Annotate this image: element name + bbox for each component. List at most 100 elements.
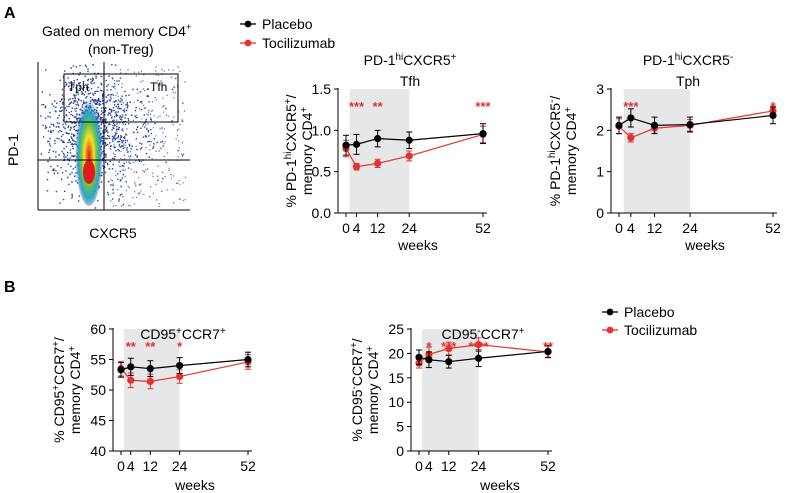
y-axis-label-line1: % CD95-CCR7+/: [349, 338, 365, 441]
data-point: [445, 358, 453, 366]
data-point: [352, 140, 361, 148]
gate-box: [63, 73, 179, 123]
x-tick-label: 0: [342, 220, 350, 236]
data-point: [405, 136, 413, 144]
significance-marker: **: [373, 99, 384, 114]
x-tick-label: 52: [540, 458, 556, 474]
y-tick-label: 1: [596, 164, 604, 180]
x-axis-label: weeks: [397, 237, 438, 253]
data-point: [176, 372, 184, 381]
shaded-treatment-period: [123, 329, 180, 451]
x-tick-label: 52: [475, 220, 491, 236]
significance-marker: ***: [349, 99, 365, 114]
legend-placebo-marker: [244, 20, 252, 28]
y-axis-label-line2: memory CD4+: [67, 346, 83, 434]
data-point: [479, 130, 487, 138]
x-tick-label: 12: [370, 220, 386, 236]
significance-marker: ***: [623, 99, 639, 114]
chart-subtitle: Tph: [676, 73, 700, 89]
significance-marker: ***: [441, 339, 457, 354]
y-axis-label-line1: % PD-1hiCXCR5+/: [283, 94, 299, 207]
gate-label-tfh: Tfh: [150, 80, 167, 94]
chart-title: PD-1hiCXCR5+: [364, 52, 457, 68]
shaded-treatment-period: [623, 89, 691, 213]
y-axis-label-line1: % CD95+CCR7+/: [51, 337, 67, 443]
x-axis-label: weeks: [479, 477, 520, 493]
x-tick-label: 12: [143, 458, 159, 474]
data-point: [374, 159, 382, 167]
y-tick-label: 0.5: [312, 164, 332, 180]
x-axis-label: weeks: [174, 477, 215, 493]
chart-title: CD95+CCR7+: [140, 326, 226, 342]
series-placebo: [415, 345, 552, 369]
data-point: [686, 120, 694, 129]
legend-a-toci: Tocilizumab: [262, 35, 335, 51]
legend-a: Placebo Tocilizumab: [240, 16, 335, 51]
data-point: [544, 347, 552, 356]
y-tick-label: 40: [90, 443, 106, 459]
significance-marker: *: [426, 339, 432, 354]
data-point: [405, 152, 413, 160]
data-point: [127, 376, 135, 384]
flow-ylabel: PD-1: [5, 134, 21, 166]
flow-event-dots: [40, 64, 184, 209]
x-tick-label: 52: [240, 458, 256, 474]
y-tick-label: 10: [388, 394, 404, 410]
data-point: [244, 355, 252, 364]
y-tick-label: 5: [396, 419, 404, 435]
data-point: [117, 366, 125, 374]
x-tick-label: 0: [117, 458, 125, 474]
flow-events: [40, 64, 187, 209]
y-axis-label-line1: % PD-1hiCXCR5-/: [547, 96, 563, 207]
x-tick-label: 24: [471, 458, 487, 474]
y-tick-label: 25: [388, 321, 404, 337]
y-axis-label-line2: memory CD4+: [299, 107, 315, 195]
x-tick-label: 12: [647, 220, 663, 236]
data-point: [425, 356, 433, 364]
y-tick-label: 45: [90, 413, 106, 429]
x-tick-label: 0: [615, 220, 623, 236]
flow-title-line1: Gated on memory CD4+: [42, 22, 191, 39]
gate-label-tph: Tph: [68, 80, 89, 94]
y-tick-label: 0: [396, 443, 404, 459]
y-axis-label-line2: memory CD4+: [365, 346, 381, 434]
data-point: [474, 341, 483, 349]
x-axis-label: weeks: [684, 237, 725, 253]
data-point: [474, 354, 483, 362]
x-tick-label: 4: [353, 220, 361, 236]
chart-title: PD-1hiCXCR5-: [643, 52, 733, 68]
y-tick-label: 1.0: [312, 122, 332, 138]
data-point: [627, 134, 635, 142]
x-tick-label: 4: [425, 458, 433, 474]
x-tick-label: 24: [172, 458, 188, 474]
data-point: [769, 111, 777, 120]
significance-marker: ***: [475, 99, 491, 114]
data-point: [615, 121, 623, 129]
data-point: [445, 344, 453, 353]
x-tick-label: 24: [682, 220, 698, 236]
y-tick-label: 60: [90, 321, 106, 337]
chart-1: 0.0 0.5 1.0 1.5 0 4 12 24 52 weeks % PD-1hiCXCR5+/…: [283, 52, 492, 253]
y-tick-label: 0.0: [312, 205, 332, 221]
data-point: [342, 141, 350, 149]
flow-title-line2: (non-Treg): [88, 41, 154, 57]
significance-marker: **: [145, 339, 156, 354]
y-tick-label: 2: [596, 122, 604, 138]
legend-b-placebo: Placebo: [624, 304, 675, 320]
data-point: [627, 114, 635, 122]
significance-marker: **: [126, 339, 137, 354]
x-tick-label: 52: [765, 220, 781, 236]
chart-3: 40 45 50 55 60 0 4 12 24 52 weeks % CD95+CCR7+/memo…: [51, 321, 256, 493]
y-tick-label: 15: [388, 370, 404, 386]
legend-b-placebo-marker: [606, 308, 614, 316]
x-tick-label: 4: [127, 458, 135, 474]
x-tick-label: 4: [627, 220, 635, 236]
significance-marker: ****: [468, 339, 489, 354]
legend-b-toci: Tocilizumab: [624, 322, 697, 338]
flow-density-core: [75, 94, 103, 206]
flow-density-peak: [83, 160, 95, 184]
panel-b-label: B: [4, 279, 16, 296]
